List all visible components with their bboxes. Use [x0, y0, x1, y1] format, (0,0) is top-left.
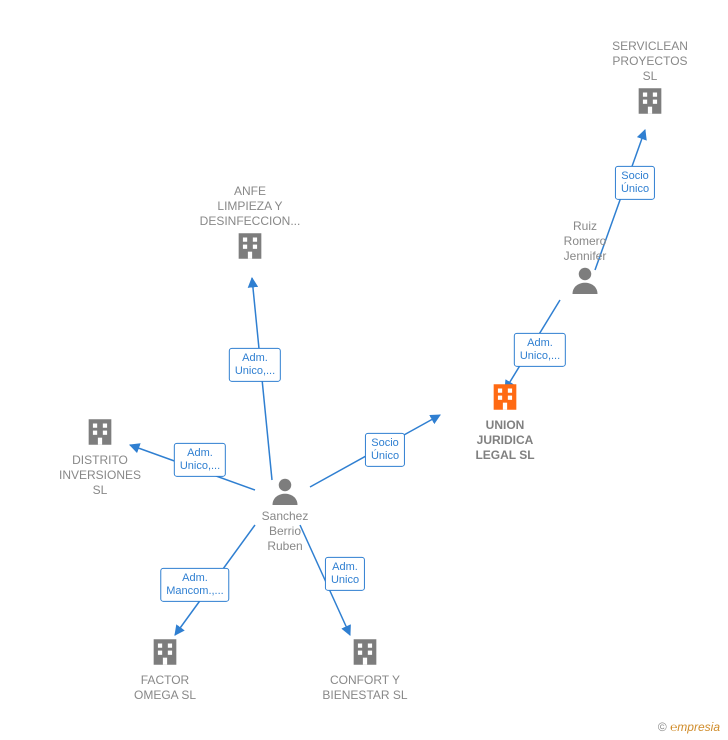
- edge-label-sanchez-factor: Adm. Mancom.,...: [160, 568, 229, 602]
- building-icon: [110, 635, 220, 669]
- node-label: FACTOR OMEGA SL: [110, 673, 220, 703]
- building-icon: [445, 380, 565, 414]
- node-ruiz[interactable]: Ruiz Romero Jennifer: [530, 215, 640, 294]
- node-factor[interactable]: FACTOR OMEGA SL: [110, 635, 220, 703]
- node-distrito[interactable]: DISTRITO INVERSIONES SL: [45, 415, 155, 498]
- node-sanchez[interactable]: Sanchez Berrio Ruben: [230, 475, 340, 554]
- node-label: DISTRITO INVERSIONES SL: [45, 453, 155, 498]
- node-label: SERVICLEAN PROYECTOS SL: [595, 39, 705, 84]
- building-icon: [45, 415, 155, 449]
- copyright: © ℮mpresia: [658, 720, 720, 734]
- node-anfe[interactable]: ANFE LIMPIEZA Y DESINFECCION...: [175, 180, 325, 263]
- brand-name: ℮mpresia: [670, 720, 720, 734]
- node-label: CONFORT Y BIENESTAR SL: [300, 673, 430, 703]
- diagram-canvas: SERVICLEAN PROYECTOS SL Ruiz Romero Jenni…: [0, 0, 728, 740]
- node-label: Sanchez Berrio Ruben: [230, 509, 340, 554]
- person-icon: [230, 475, 340, 505]
- node-confort[interactable]: CONFORT Y BIENESTAR SL: [300, 635, 430, 703]
- edge-label-ruiz-serviclean: Socio Único: [615, 166, 655, 200]
- node-serviclean[interactable]: SERVICLEAN PROYECTOS SL: [595, 35, 705, 118]
- node-union[interactable]: UNION JURIDICA LEGAL SL: [445, 380, 565, 463]
- edge-label-ruiz-union: Adm. Unico,...: [514, 333, 566, 367]
- building-icon: [300, 635, 430, 669]
- building-icon: [175, 229, 325, 263]
- edge-label-sanchez-union: Socio Único: [365, 433, 405, 467]
- person-icon: [530, 264, 640, 294]
- node-label: ANFE LIMPIEZA Y DESINFECCION...: [175, 184, 325, 229]
- node-label: Ruiz Romero Jennifer: [530, 219, 640, 264]
- edge-label-sanchez-confort: Adm. Unico: [325, 557, 365, 591]
- edge-label-sanchez-anfe: Adm. Unico,...: [229, 348, 281, 382]
- edge-label-sanchez-distrito: Adm. Unico,...: [174, 443, 226, 477]
- node-label: UNION JURIDICA LEGAL SL: [445, 418, 565, 463]
- building-icon: [595, 84, 705, 118]
- copyright-symbol: ©: [658, 720, 667, 734]
